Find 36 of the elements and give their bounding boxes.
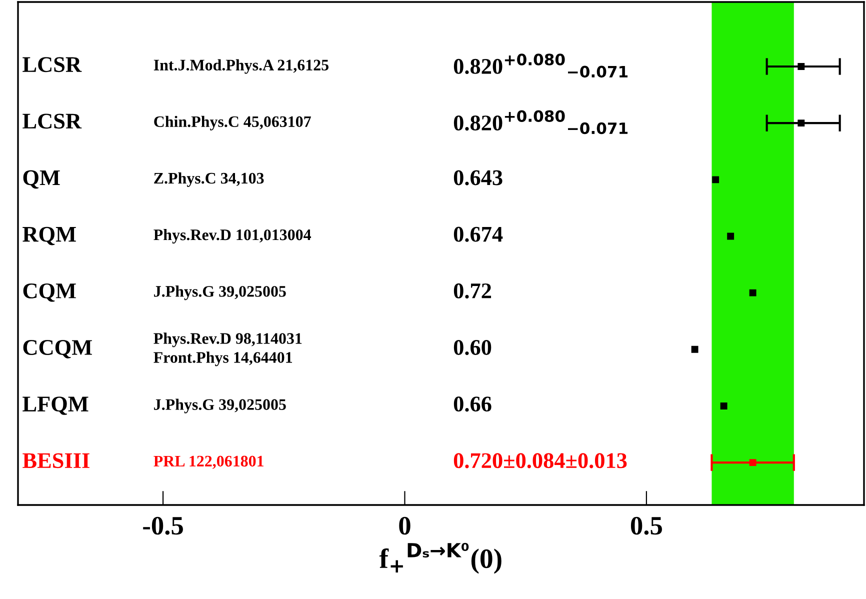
y-tick-label: RQM [22, 226, 76, 246]
y-tick-label: LCSR [22, 57, 82, 72]
annotation: J.Phys.G 39,025005 [154, 286, 286, 300]
x-tick-label: -0.5 [143, 516, 183, 535]
annotation: Z.Phys.C 34,103 [154, 172, 264, 187]
point [798, 120, 805, 127]
y-tick-label: LCSR [22, 114, 82, 129]
x-tick-label: 0 [399, 516, 410, 535]
annotation: Chin.Phys.C 45,063107 [154, 116, 311, 130]
y-tick-label: CQM [23, 283, 76, 302]
y-tick-label: CCQM [23, 340, 92, 358]
point [712, 176, 720, 184]
annotation: 0.72 [454, 283, 492, 298]
annotation: 0.66 [454, 396, 492, 412]
y-tick-label: QM [23, 170, 60, 189]
annotation: Phys.Rev.D 101,013004 [154, 228, 312, 244]
annotation: 0.60 [454, 340, 492, 356]
annotation: 0.720±0.084±0.013 [454, 453, 627, 468]
annotation: 0.820$^{+0.080}$$_{−0.071}$ [454, 110, 628, 134]
point [727, 232, 734, 240]
point [749, 459, 756, 466]
annotation: 0.643 [454, 170, 502, 186]
x-axis-title: f$_{+}$$^{Dₛ→K⁰}$(0) [379, 542, 502, 574]
annotation: J.Phys.G 39,025005 [154, 398, 286, 414]
annotation: Int.J.Mod.Phys.A 21,6125 [154, 59, 328, 74]
annotation: Phys.Rev.D 98,114031 Front.Phys 14,64401 [154, 332, 302, 366]
point [691, 346, 698, 353]
point [749, 289, 756, 296]
annotation: 0.674 [454, 226, 503, 242]
point [798, 63, 805, 70]
y-tick-label: LFQM [22, 396, 88, 415]
x-tick-label: 0.5 [630, 516, 662, 535]
point [720, 402, 728, 410]
y-tick-label: BESIII [22, 453, 90, 468]
annotation: 0.820$^{+0.080}$$_{−0.071}$ [454, 54, 628, 78]
annotation: PRL 122,061801 [154, 456, 264, 469]
